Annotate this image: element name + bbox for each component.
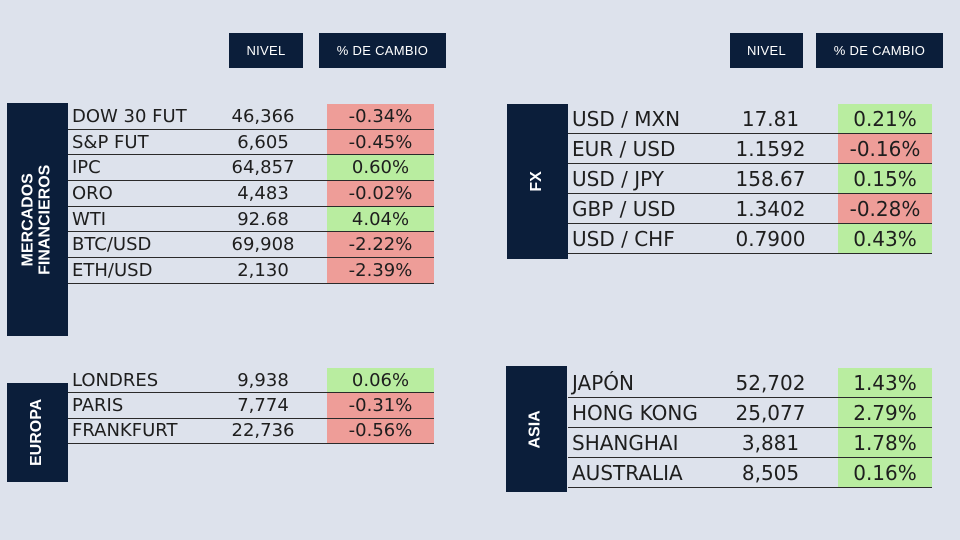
change-cell: 4.04% (327, 206, 434, 232)
mercados-table: DOW 30 FUT 46,366 -0.34% S&P FUT 6,605 -0.45%… (68, 104, 434, 284)
table-row: EUR / USD 1.1592 -0.16% (568, 134, 932, 164)
change-cell: 0.06% (327, 368, 434, 393)
table-row: GBP / USD 1.3402 -0.28% (568, 194, 932, 224)
mercados-label-line2: FINANCIEROS (36, 164, 54, 275)
change-cell: 1.43% (838, 368, 932, 397)
change-cell: -0.16% (838, 134, 932, 163)
instrument-level: 4,483 (237, 182, 289, 204)
instrument-name: BTC/USD (72, 234, 152, 256)
table-row: SHANGHAI 3,881 1.78% (568, 428, 932, 458)
change-cell: 0.21% (838, 104, 932, 133)
instrument-level: 17.81 (741, 106, 800, 131)
change-cell: 1.78% (838, 428, 932, 457)
left-change-header: % DE CAMBIO (319, 33, 446, 68)
right-change-header: % DE CAMBIO (816, 33, 943, 68)
table-row: HONG KONG 25,077 2.79% (568, 398, 932, 428)
instrument-name: ETH/USD (72, 259, 153, 281)
change-cell: 2.79% (838, 398, 932, 427)
instrument-name: S&P FUT (72, 131, 149, 153)
instrument-name: JAPÓN (572, 370, 634, 395)
instrument-name: USD / CHF (572, 226, 675, 251)
instrument-level: 8,505 (741, 460, 800, 485)
instrument-name: AUSTRALIA (572, 460, 683, 485)
instrument-level: 3,881 (741, 430, 800, 455)
table-row: ETH/USD 2,130 -2.39% (68, 258, 434, 284)
change-cell: -0.45% (327, 129, 434, 155)
change-cell: -0.56% (327, 418, 434, 443)
instrument-level: 69,908 (231, 234, 295, 256)
europa-label-text: EUROPA (28, 398, 46, 467)
instrument-name: USD / MXN (572, 106, 681, 131)
table-row: IPC 64,857 0.60% (68, 155, 434, 182)
instrument-name: WTI (72, 208, 107, 230)
table-row: FRANKFURT 22,736 -0.56% (68, 418, 434, 444)
instrument-level: 2,130 (237, 259, 289, 281)
change-cell: -2.22% (327, 232, 434, 258)
table-row: BTC/USD 69,908 -2.22% (68, 232, 434, 259)
table-row: DOW 30 FUT 46,366 -0.34% (68, 104, 434, 130)
asia-table: JAPÓN 52,702 1.43% HONG KONG 25,077 2.79% SHAN… (568, 368, 932, 488)
table-row: LONDRES 9,938 0.06% (68, 368, 434, 394)
instrument-level: 22,736 (231, 420, 295, 442)
instrument-name: FRANKFURT (72, 420, 178, 442)
instrument-name: GBP / USD (572, 196, 676, 221)
table-row: S&P FUT 6,605 -0.45% (68, 129, 434, 156)
asia-label-text: ASIA (527, 409, 545, 449)
instrument-level: 92.68 (237, 208, 289, 230)
instrument-name: SHANGHAI (572, 430, 679, 455)
instrument-name: HONG KONG (572, 400, 698, 425)
instrument-level: 46,366 (231, 105, 295, 127)
fx-label: FX (507, 104, 568, 259)
instrument-name: USD / JPY (572, 166, 664, 191)
instrument-name: ORO (72, 182, 113, 204)
fx-label-text: FX (528, 171, 546, 192)
table-row: AUSTRALIA 8,505 0.16% (568, 458, 932, 488)
instrument-level: 7,774 (237, 394, 289, 416)
change-cell: 0.43% (838, 224, 932, 253)
change-cell: -2.39% (327, 258, 434, 283)
europa-table: LONDRES 9,938 0.06% PARIS 7,774 -0.31% FRANKFU… (68, 368, 434, 444)
change-cell: -0.28% (838, 194, 932, 223)
instrument-name: PARIS (72, 394, 124, 416)
change-cell: 0.60% (327, 155, 434, 181)
instrument-level: 0.7900 (735, 226, 806, 251)
mercados-label-line1: MERCADOS (19, 172, 37, 267)
table-row: USD / CHF 0.7900 0.43% (568, 224, 932, 254)
asia-label: ASIA (506, 366, 567, 492)
table-row: ORO 4,483 -0.02% (68, 181, 434, 207)
change-cell: -0.02% (327, 181, 434, 206)
left-level-header: NIVEL (229, 33, 303, 68)
instrument-level: 25,077 (735, 400, 806, 425)
change-cell: 0.16% (838, 458, 932, 487)
change-cell: -0.31% (327, 393, 434, 418)
instrument-name: IPC (72, 157, 101, 179)
europa-label: EUROPA (7, 383, 68, 482)
table-row: JAPÓN 52,702 1.43% (568, 368, 932, 398)
instrument-level: 52,702 (735, 370, 806, 395)
instrument-level: 1.3402 (735, 196, 806, 221)
instrument-name: EUR / USD (572, 136, 676, 161)
table-row: WTI 92.68 4.04% (68, 206, 434, 233)
mercados-financieros-label: MERCADOS FINANCIEROS (7, 103, 68, 336)
instrument-level: 64,857 (231, 157, 295, 179)
instrument-level: 6,605 (237, 131, 289, 153)
right-level-header: NIVEL (730, 33, 803, 68)
table-row: USD / MXN 17.81 0.21% (568, 104, 932, 134)
table-row: USD / JPY 158.67 0.15% (568, 164, 932, 194)
instrument-name: DOW 30 FUT (72, 105, 187, 127)
table-row: PARIS 7,774 -0.31% (68, 393, 434, 419)
fx-table: USD / MXN 17.81 0.21% EUR / USD 1.1592 -0.16%… (568, 104, 932, 254)
instrument-level: 1.1592 (735, 136, 806, 161)
change-cell: -0.34% (327, 104, 434, 129)
instrument-level: 9,938 (237, 369, 289, 391)
change-cell: 0.15% (838, 164, 932, 193)
instrument-name: LONDRES (72, 369, 159, 391)
instrument-level: 158.67 (735, 166, 806, 191)
